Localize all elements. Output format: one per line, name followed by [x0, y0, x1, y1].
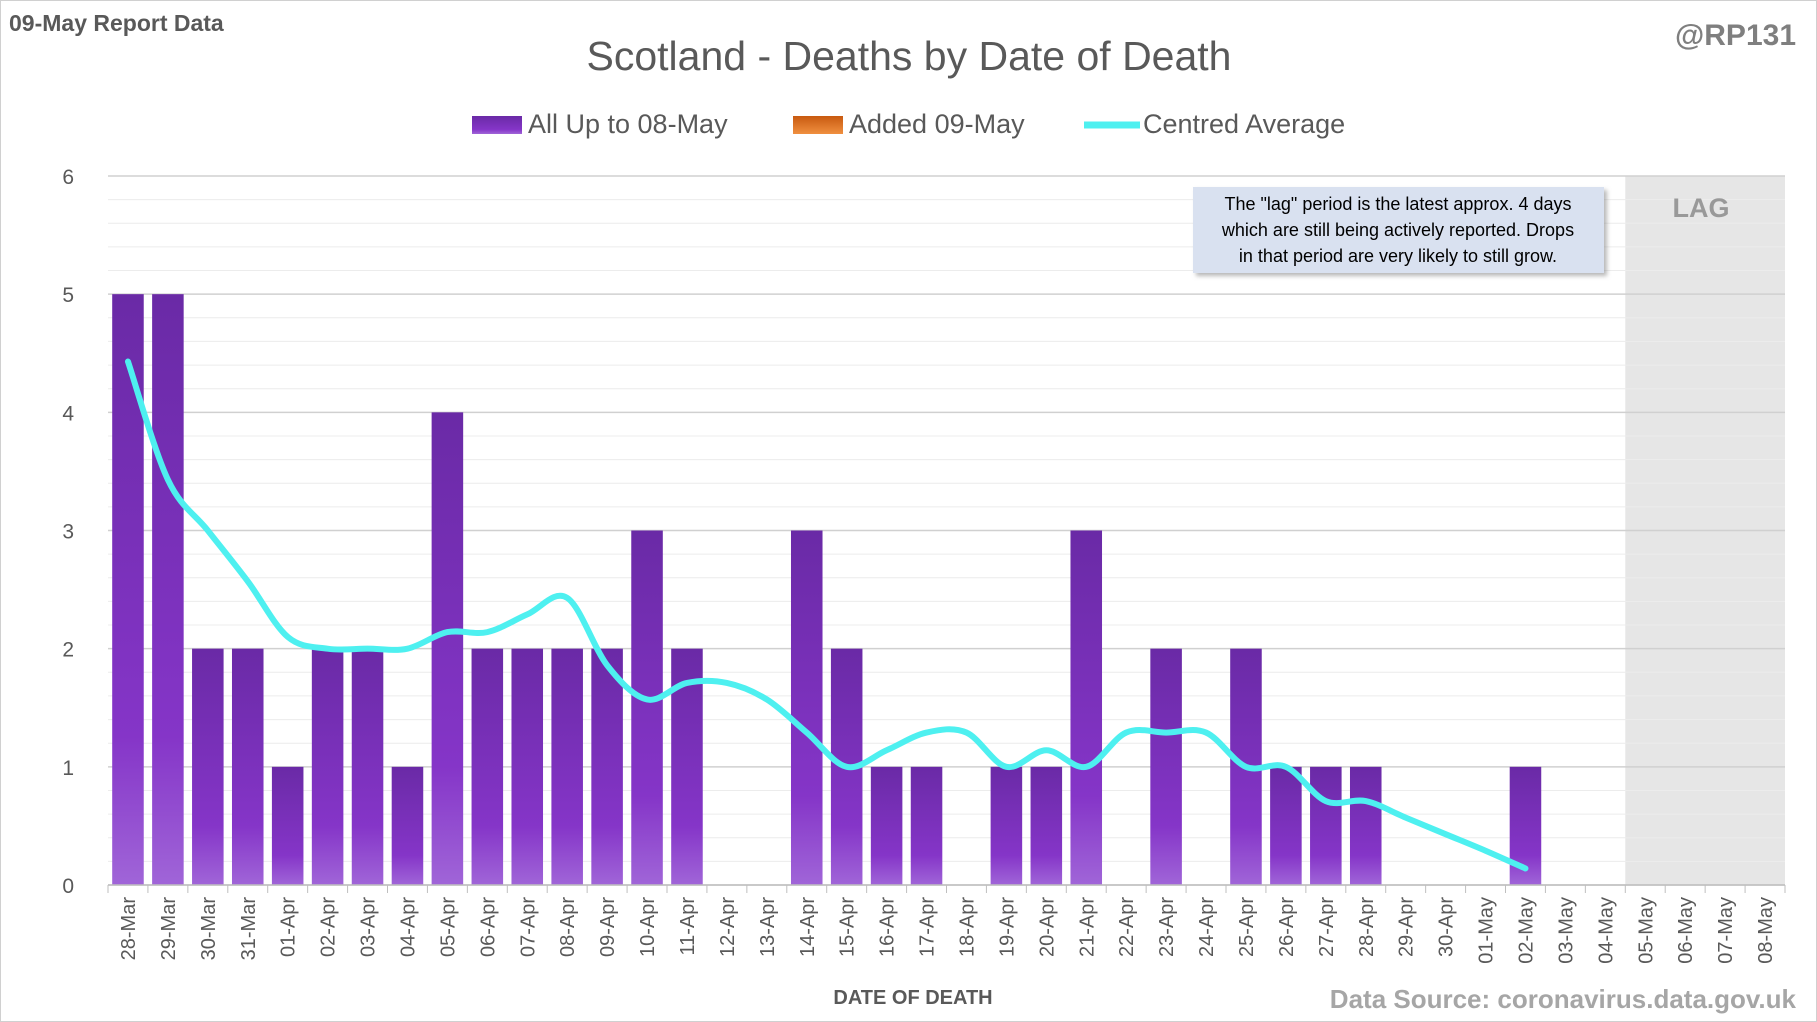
lag-label: LAG [1673, 193, 1730, 223]
x-tick-label: 15-Apr [837, 897, 859, 957]
x-tick-label: 06-Apr [477, 897, 499, 957]
bar-10-Apr [631, 530, 663, 885]
x-tick-label: 14-Apr [797, 897, 819, 957]
y-tick-label: 4 [62, 402, 74, 425]
x-tick-label: 23-Apr [1156, 897, 1178, 957]
x-tick-label: 28-Apr [1356, 897, 1378, 957]
x-tick-label: 08-May [1755, 897, 1777, 964]
y-tick-label: 2 [62, 639, 74, 662]
x-axis-label: DATE OF DEATH [833, 987, 992, 1009]
bar-03-Apr [351, 648, 384, 885]
bar-19-Apr [990, 766, 1023, 885]
x-tick-label: 02-Apr [318, 897, 340, 957]
x-tick-label: 28-Mar [118, 897, 140, 961]
x-tick-label: 20-Apr [1036, 897, 1058, 957]
x-tick-label: 04-May [1595, 897, 1617, 964]
bar-04-Apr [391, 766, 424, 885]
x-tick-label: 10-Apr [637, 897, 659, 957]
x-tick-label: 30-Mar [198, 897, 220, 961]
x-tick-label: 05-May [1635, 897, 1657, 964]
x-tick-label: 01-Apr [278, 897, 300, 957]
x-tick-label: 09-Apr [597, 897, 619, 957]
bar-26-Apr [1270, 766, 1302, 885]
bar-23-Apr [1150, 648, 1182, 885]
handle: @RP131 [1675, 19, 1796, 52]
bar-07-Apr [511, 648, 544, 885]
x-tick-label: 18-Apr [956, 897, 978, 957]
bar-06-Apr [471, 648, 504, 885]
legend-label-all: All Up to 08-May [528, 109, 728, 139]
lag-note-line-1: The "lag" period is the latest approx. 4… [1225, 194, 1572, 214]
x-tick-label: 04-Apr [397, 897, 419, 957]
lag-note-line-3: in that period are very likely to still … [1239, 246, 1557, 266]
x-tick-label: 11-Apr [677, 897, 699, 956]
bar-08-Apr [551, 648, 583, 885]
bar-28-Mar [112, 294, 144, 886]
x-tick-label: 27-Apr [1316, 897, 1338, 957]
report-label: 09-May Report Data [9, 10, 224, 36]
lag-note-line-2: which are still being actively reported.… [1221, 220, 1574, 240]
x-tick-label: 26-Apr [1276, 897, 1298, 957]
x-tick-label: 29-Mar [158, 897, 180, 961]
x-tick-label: 30-Apr [1436, 897, 1458, 957]
x-tick-label: 19-Apr [996, 897, 1018, 957]
x-tick-label: 25-Apr [1236, 897, 1258, 957]
x-tick-label: 21-Apr [1076, 897, 1098, 957]
data-source: Data Source: coronavirus.data.gov.uk [1330, 984, 1797, 1014]
y-tick-label: 6 [62, 166, 74, 189]
x-tick-label: 01-May [1476, 897, 1498, 964]
legend: All Up to 08-May Added 09-May Centred Av… [472, 109, 1345, 139]
bar-02-Apr [311, 648, 344, 885]
x-tick-label: 16-Apr [877, 897, 899, 957]
bar-27-Apr [1310, 766, 1342, 885]
x-tick-label: 03-May [1555, 897, 1577, 964]
x-tick-label: 13-Apr [757, 897, 779, 957]
bar-01-Apr [271, 766, 304, 885]
bar-14-Apr [790, 530, 823, 885]
bar-05-Apr [431, 412, 464, 885]
x-tick-label: 29-Apr [1396, 897, 1418, 957]
x-tick-label: 17-Apr [917, 897, 939, 957]
bar-20-Apr [1030, 766, 1063, 885]
y-tick-label: 5 [62, 284, 74, 307]
x-tick-label: 03-Apr [358, 897, 380, 957]
x-tick-label: 07-May [1715, 897, 1737, 964]
x-tick-label: 08-Apr [557, 897, 579, 957]
bar-21-Apr [1070, 530, 1103, 885]
x-tick-label: 24-Apr [1196, 897, 1218, 957]
legend-swatch-all [472, 116, 522, 134]
centred-average-line [124, 358, 1529, 872]
bar-17-Apr [910, 766, 943, 885]
bar-30-Mar [192, 648, 224, 885]
chart-title: Scotland - Deaths by Date of Death [587, 33, 1232, 79]
x-tick-label: 06-May [1675, 897, 1697, 964]
x-tick-label: 05-Apr [437, 897, 459, 957]
lag-note-box [1193, 187, 1604, 273]
lag-note: The "lag" period is the latest approx. 4… [1193, 187, 1604, 273]
x-tick-label: 12-Apr [717, 897, 739, 957]
x-tick-label: 02-May [1515, 897, 1537, 964]
legend-label-average: Centred Average [1143, 109, 1345, 139]
x-tick-label: 07-Apr [517, 897, 539, 957]
legend-label-added: Added 09-May [849, 109, 1025, 139]
y-tick-label: 0 [62, 875, 74, 898]
x-tick-label: 31-Mar [238, 897, 260, 961]
legend-swatch-added [793, 116, 843, 134]
x-tick-label: 22-Apr [1116, 897, 1138, 957]
y-tick-label: 1 [62, 757, 74, 780]
y-tick-label: 3 [62, 521, 74, 544]
bar-29-Mar [152, 294, 184, 886]
bar-09-Apr [591, 648, 623, 885]
bar-31-Mar [231, 648, 264, 885]
bar-16-Apr [870, 766, 903, 885]
bar-28-Apr [1349, 766, 1382, 885]
